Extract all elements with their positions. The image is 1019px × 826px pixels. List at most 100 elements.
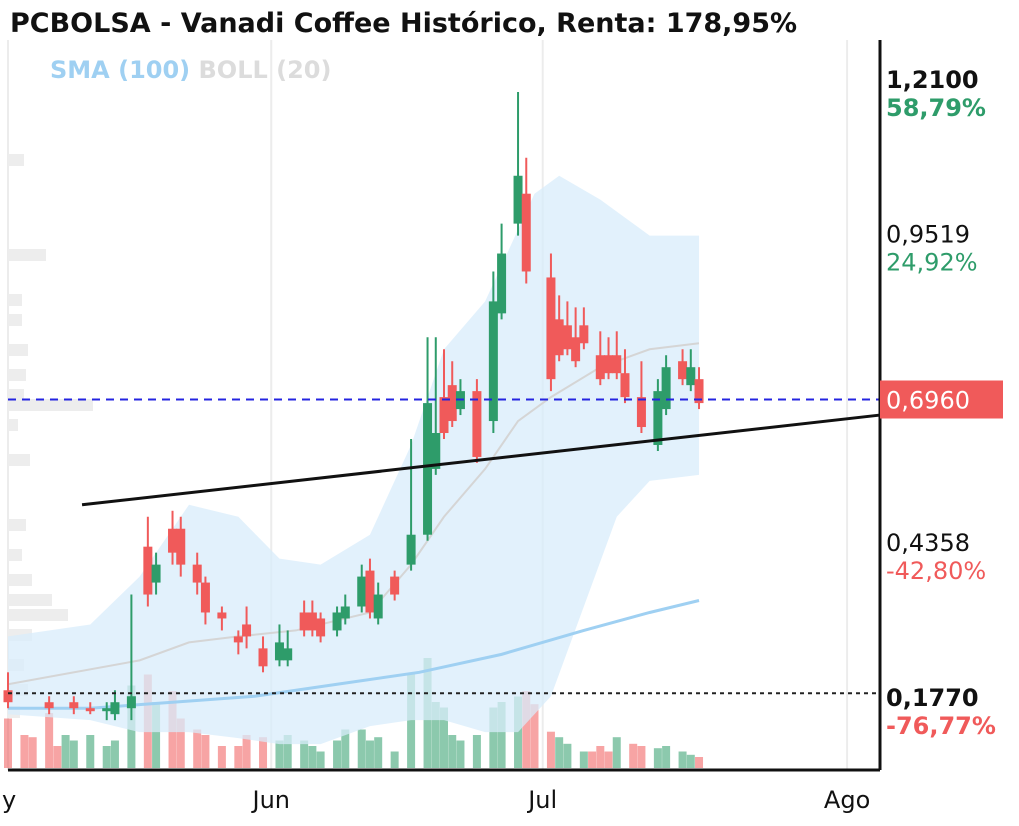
y-tick-percent: -76,77%	[886, 712, 996, 740]
candle[interactable]	[168, 528, 178, 553]
candle[interactable]	[571, 337, 581, 362]
volume-bar	[472, 735, 481, 768]
volume-bar	[234, 746, 243, 768]
candle[interactable]	[69, 702, 79, 709]
volume-profile-bar	[8, 574, 32, 586]
volume-bar	[456, 740, 465, 768]
candle[interactable]	[373, 594, 383, 619]
candle[interactable]	[579, 325, 589, 344]
candle[interactable]	[233, 636, 243, 643]
candle[interactable]	[283, 648, 293, 661]
candle[interactable]	[3, 690, 13, 703]
candle[interactable]	[447, 385, 457, 422]
candle[interactable]	[686, 367, 696, 386]
candle[interactable]	[562, 325, 572, 350]
volume-profile-bar	[8, 389, 24, 401]
volume-bar	[678, 751, 687, 768]
legend-sma[interactable]: SMA (100)	[50, 56, 191, 84]
volume-bar	[662, 746, 671, 768]
volume-bar	[514, 696, 523, 768]
volume-profile-bar	[8, 454, 30, 466]
candle[interactable]	[653, 391, 663, 445]
y-tick-percent: -42,80%	[886, 557, 986, 585]
candle[interactable]	[439, 397, 449, 434]
candle[interactable]	[258, 648, 268, 667]
indicator-legend[interactable]: SMA (100) BOLL (20)	[50, 56, 331, 84]
volume-bar	[440, 707, 448, 768]
volume-bar	[604, 751, 613, 768]
candle[interactable]	[332, 612, 342, 631]
current-price-tag[interactable]	[880, 380, 1003, 419]
volume-bar	[365, 740, 374, 768]
candle[interactable]	[604, 355, 614, 374]
candle[interactable]	[126, 696, 136, 709]
candle[interactable]	[340, 606, 350, 619]
candle[interactable]	[299, 612, 309, 631]
volume-bar	[20, 735, 29, 768]
candle[interactable]	[242, 624, 252, 637]
volume-profile-bar	[8, 294, 22, 306]
candle[interactable]	[636, 397, 646, 428]
volume-profile-bar	[8, 419, 18, 431]
volume-bar	[407, 674, 416, 768]
volume-bar	[275, 740, 284, 768]
candle[interactable]	[423, 403, 433, 535]
candle[interactable]	[44, 702, 54, 709]
volume-bar	[374, 737, 383, 768]
volume-bar	[431, 702, 440, 768]
volume-profile-bar	[8, 519, 26, 531]
candle[interactable]	[85, 708, 95, 712]
candle[interactable]	[274, 642, 284, 661]
candle[interactable]	[217, 612, 227, 619]
candle[interactable]	[521, 193, 531, 272]
volume-bar	[555, 737, 564, 768]
candle[interactable]	[554, 319, 564, 356]
volume-bar	[579, 751, 588, 768]
volume-bar	[316, 751, 325, 768]
volume-bar	[61, 735, 70, 768]
candle[interactable]	[357, 576, 367, 607]
candle[interactable]	[620, 373, 630, 398]
volume-profile-bar	[8, 344, 28, 356]
x-tick-label: Ago	[824, 786, 870, 814]
volume-bar	[110, 740, 119, 768]
volume-bar	[53, 746, 62, 768]
candle[interactable]	[612, 355, 622, 374]
candle[interactable]	[431, 433, 441, 469]
candle[interactable]	[307, 612, 317, 631]
x-tick-label: Jul	[526, 786, 557, 814]
candle[interactable]	[488, 301, 498, 422]
current-price-label: 0,6960	[886, 387, 970, 415]
volume-bar	[193, 729, 202, 768]
volume-bar	[390, 751, 399, 768]
legend-boll[interactable]: BOLL (20)	[198, 56, 332, 84]
candle[interactable]	[546, 277, 556, 380]
candle[interactable]	[390, 576, 400, 595]
volume-bar	[695, 757, 704, 768]
trendline[interactable]	[81, 413, 881, 507]
candle[interactable]	[497, 253, 507, 314]
candle[interactable]	[678, 361, 688, 380]
candle[interactable]	[595, 355, 605, 380]
candle[interactable]	[694, 379, 704, 404]
candle[interactable]	[143, 546, 153, 595]
candle[interactable]	[192, 564, 202, 583]
candle[interactable]	[513, 175, 523, 224]
candle[interactable]	[661, 367, 671, 410]
volume-bar	[612, 737, 621, 768]
x-tick-label: Jun	[250, 786, 290, 814]
candle[interactable]	[151, 564, 161, 583]
candle[interactable]	[365, 570, 375, 613]
bollinger-band	[8, 175, 700, 745]
candle[interactable]	[102, 708, 112, 712]
volume-bar	[45, 713, 54, 768]
candle[interactable]	[176, 528, 186, 565]
candle[interactable]	[472, 391, 482, 457]
candle[interactable]	[200, 582, 210, 613]
candle[interactable]	[110, 702, 120, 715]
candle[interactable]	[316, 618, 326, 637]
candle[interactable]	[406, 534, 416, 565]
volume-profile-bar	[8, 369, 26, 381]
volume-bar	[546, 731, 555, 768]
